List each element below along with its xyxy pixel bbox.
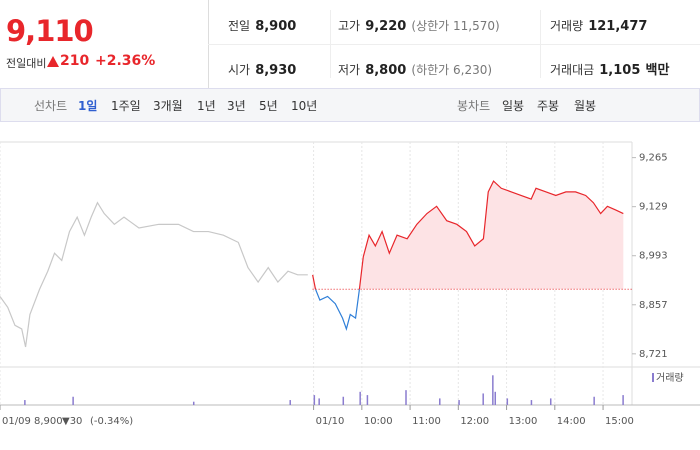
volume-bar <box>506 398 509 405</box>
volume-bar <box>366 395 369 405</box>
x-tick-label: 01/10 <box>316 416 345 427</box>
price-area <box>312 181 624 290</box>
tab-option[interactable]: 5년 <box>259 99 278 113</box>
status-text: (-0.34%) <box>90 416 133 427</box>
tab-bar: 선차트 1일 1주일 3개월 1년 3년 5년 10년 봉차트 일봉 주봉 월봉 <box>0 88 700 122</box>
tab-group-label: 선차트 <box>34 99 68 113</box>
volume-bar <box>458 400 460 405</box>
tab-option[interactable]: 1일 <box>78 99 98 113</box>
current-price: 9,110 <box>6 14 94 48</box>
stat-label: 고가 <box>338 19 361 33</box>
stat-value: 1,105 <box>599 63 641 78</box>
stat: 거래대금 1,105 백만 <box>550 59 669 78</box>
col-divider <box>330 10 331 78</box>
up-arrow <box>47 56 59 67</box>
row-divider <box>208 44 700 45</box>
tab-group-label: 봉차트 <box>457 99 491 113</box>
volume-bar <box>439 398 441 405</box>
stat: 전일 8,900 <box>228 15 296 34</box>
volume-bar <box>622 395 624 405</box>
price-line-down <box>314 289 361 331</box>
y-tick-label: 8,857 <box>639 300 668 311</box>
change-label: 전일대비 <box>6 57 47 70</box>
volume-bar <box>593 396 595 405</box>
legend-swatch <box>652 373 654 382</box>
volume-bar <box>72 396 74 405</box>
stat-label: 시가 <box>228 63 251 77</box>
stat: 시가 8,930 <box>228 59 296 78</box>
x-tick-label: 11:00 <box>412 416 441 427</box>
volume-bar <box>530 400 533 405</box>
y-tick-label: 9,265 <box>639 153 668 164</box>
tab-option[interactable]: 주봉 <box>537 99 560 113</box>
stat: 고가 9,220 (상한가 11,570) <box>338 15 500 34</box>
volume-bar <box>405 390 407 405</box>
stat-unit: 백만 <box>645 63 670 78</box>
stat-label: 저가 <box>338 63 361 77</box>
x-tick-label: 15:00 <box>605 416 634 427</box>
y-tick-label: 8,993 <box>639 251 668 262</box>
price-line-up <box>312 180 624 290</box>
stat-note: (하한가 6,230) <box>411 63 493 77</box>
volume-bar <box>289 400 291 405</box>
volume-bar <box>342 396 345 405</box>
tab-option[interactable]: 3개월 <box>153 99 183 113</box>
y-tick-label: 9,129 <box>639 202 668 213</box>
volume-bar <box>24 400 26 405</box>
x-tick-label: 01/09 <box>2 416 31 427</box>
change: 210 <box>60 53 90 69</box>
volume-bar <box>494 391 497 405</box>
volume-bar <box>313 395 316 405</box>
stat-value: 9,220 <box>365 19 407 34</box>
tab-option[interactable]: 10년 <box>291 99 318 113</box>
volume-bar <box>549 398 552 405</box>
x-tick-label: 13:00 <box>509 416 538 427</box>
status-text: 8,900 <box>34 416 63 427</box>
chart: 01/09 01/10 10:00 11:00 12:00 13:00 14:00 15:00… <box>0 141 700 427</box>
volume-bar <box>318 398 320 405</box>
volume-bar <box>192 401 195 405</box>
tab-option[interactable]: 3년 <box>227 99 246 113</box>
col-divider <box>540 10 541 78</box>
tab-option[interactable]: 일봉 <box>502 99 525 113</box>
stat-label: 거래대금 <box>550 63 595 77</box>
tab-option[interactable]: 1년 <box>197 99 216 113</box>
volume-bar <box>492 375 494 405</box>
stat-note: (상한가 11,570) <box>411 19 500 33</box>
stat: 저가 8,800 (하한가 6,230) <box>338 59 492 78</box>
legend-label: 거래량 <box>656 372 684 384</box>
x-tick-label: 10:00 <box>364 416 393 427</box>
x-tick-label: 12:00 <box>460 416 489 427</box>
stat-value: 8,930 <box>255 63 297 78</box>
volume-bar <box>359 391 361 405</box>
status-text: ▼30 <box>62 416 82 427</box>
stat-label: 거래량 <box>550 19 584 33</box>
stat-label: 전일 <box>228 19 251 33</box>
price-box: 9,110 전일대비 210 +2.36% <box>0 0 209 88</box>
x-tick-label: 14:00 <box>557 416 586 427</box>
stat: 거래량 121,477 <box>550 15 647 34</box>
stat-value: 8,900 <box>255 19 297 34</box>
change-rate: +2.36% <box>95 53 156 69</box>
tab-option[interactable]: 1주일 <box>111 99 141 113</box>
tab-option[interactable]: 월봉 <box>574 99 597 113</box>
stat-value: 121,477 <box>588 19 648 34</box>
volume-bar <box>482 393 484 405</box>
y-tick-label: 8,721 <box>639 349 668 360</box>
stat-value: 8,800 <box>365 63 407 78</box>
price-line <box>0 201 308 348</box>
